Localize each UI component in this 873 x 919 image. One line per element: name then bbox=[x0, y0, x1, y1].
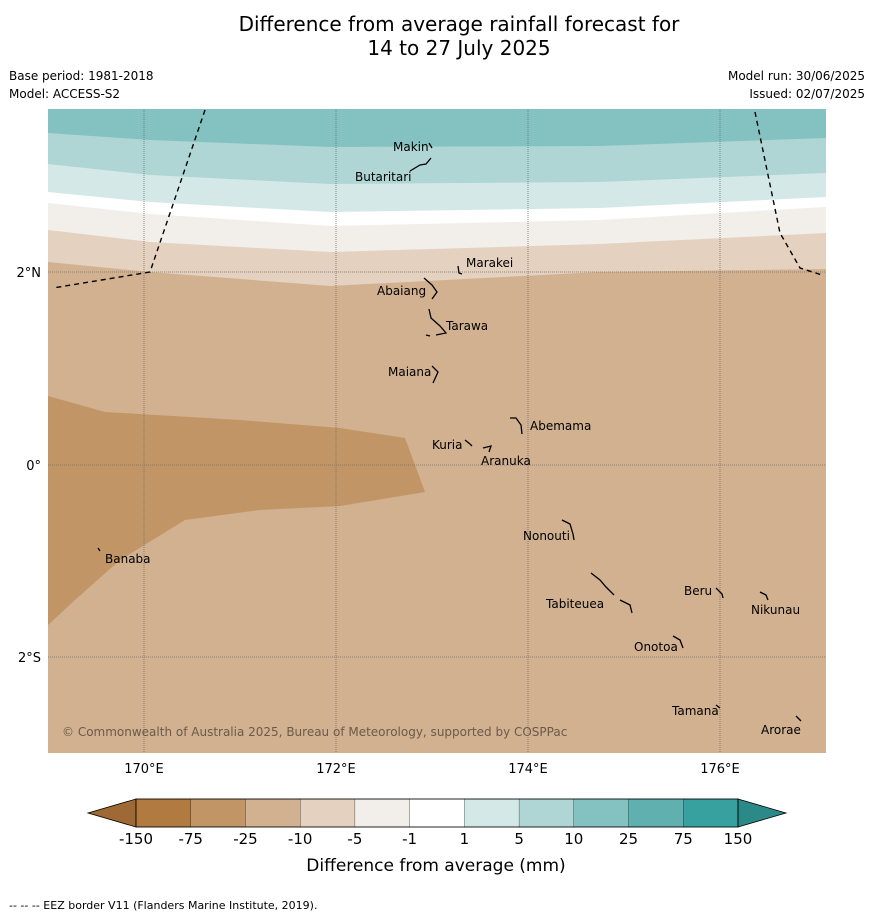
colorbar-under-arrow bbox=[86, 798, 137, 828]
colorbar-cell bbox=[464, 798, 520, 828]
meta-right: Model run: 30/06/2025 Issued: 02/07/2025 bbox=[728, 67, 865, 103]
label-abaiang: Abaiang bbox=[377, 284, 426, 298]
label-nikunau: Nikunau bbox=[751, 603, 800, 617]
island-tarawa-shape bbox=[425, 308, 448, 337]
label-marakei: Marakei bbox=[466, 256, 513, 270]
colorbar-cell bbox=[300, 798, 356, 828]
colorbar-cell bbox=[245, 798, 301, 828]
meta-left: Base period: 1981-2018 Model: ACCESS-S2 bbox=[9, 67, 154, 103]
island-nikunau-shape bbox=[759, 591, 769, 601]
island-nonouti-shape bbox=[561, 519, 575, 541]
label-kuria: Kuria bbox=[432, 438, 463, 452]
graticule bbox=[48, 109, 826, 753]
lon-label-174e: 174°E bbox=[508, 762, 548, 777]
title-line-1: Difference from average rainfall forecas… bbox=[238, 12, 680, 36]
colorbar-tick-label: -5 bbox=[347, 830, 362, 848]
eez-border bbox=[52, 109, 823, 289]
label-abemama: Abemama bbox=[530, 419, 591, 433]
island-banaba-shape bbox=[97, 547, 101, 552]
colorbar-tick-label: 150 bbox=[724, 830, 753, 848]
colorbar-cell bbox=[354, 798, 411, 828]
eez-footnote: -- -- -- EEZ border V11 (Flanders Marine… bbox=[9, 899, 318, 912]
islands bbox=[97, 142, 802, 722]
island-kuria-shape bbox=[464, 439, 473, 447]
colorbar-tick-label: -25 bbox=[233, 830, 258, 848]
longitude-labels: 170°E 172°E 174°E 176°E bbox=[124, 762, 740, 777]
label-aranuka: Aranuka bbox=[481, 454, 531, 468]
island-beru-shape bbox=[715, 587, 724, 599]
model-name: Model: ACCESS-S2 bbox=[9, 87, 121, 101]
issued-date: Issued: 02/07/2025 bbox=[749, 87, 865, 101]
label-banaba: Banaba bbox=[105, 552, 151, 566]
rainfall-field: Makin Butaritari Marakei Abaiang Tarawa … bbox=[48, 109, 826, 753]
island-butaritari-shape bbox=[409, 157, 432, 172]
island-abaiang-shape bbox=[423, 277, 438, 300]
colorbar-cell bbox=[409, 798, 466, 828]
colorbar-tick-label: 10 bbox=[564, 830, 583, 848]
colorbar-cell bbox=[190, 798, 247, 828]
colorbar-cell bbox=[628, 798, 684, 828]
colorbar-tick-label: 25 bbox=[619, 830, 638, 848]
colorbar-tick-label: -10 bbox=[288, 830, 313, 848]
island-marakei-shape bbox=[457, 265, 463, 275]
label-maiana: Maiana bbox=[388, 365, 431, 379]
colorbar-tick-label: 1 bbox=[460, 830, 470, 848]
lon-label-172e: 172°E bbox=[316, 762, 356, 777]
colorbar-cell bbox=[573, 798, 630, 828]
colorbar-cell bbox=[518, 798, 575, 828]
island-abemama-shape bbox=[510, 417, 523, 435]
island-onotoa-shape bbox=[672, 635, 684, 649]
label-tabiteuea: Tabiteuea bbox=[545, 597, 604, 611]
colorbar-cell bbox=[683, 798, 739, 828]
label-butaritari: Butaritari bbox=[355, 170, 412, 184]
title-line-2: 14 to 27 July 2025 bbox=[367, 36, 551, 60]
colorbar-tick-labels: -150 -75 -25 -10 -5 -1 1 5 10 25 75 150 bbox=[119, 830, 752, 848]
copyright-notice: © Commonwealth of Australia 2025, Bureau… bbox=[62, 725, 567, 739]
colorbar: -150 -75 -25 -10 -5 -1 1 5 10 25 75 150 Difference … bbox=[86, 798, 788, 876]
label-makin: Makin bbox=[393, 140, 429, 154]
colorbar-tick-label: 5 bbox=[514, 830, 524, 848]
label-tamana: Tamana bbox=[671, 704, 719, 718]
label-onotoa: Onotoa bbox=[634, 640, 678, 654]
colorbar-tick-label: -75 bbox=[178, 830, 203, 848]
lat-label-2s: 2°S bbox=[18, 651, 41, 666]
island-makin-shape bbox=[428, 142, 433, 149]
label-arorae: Arorae bbox=[761, 723, 801, 737]
band-wetter-10-25 bbox=[48, 109, 826, 147]
lon-label-170e: 170°E bbox=[124, 762, 164, 777]
colorbar-tick-label: 75 bbox=[674, 830, 693, 848]
colorbar-tick-label: -150 bbox=[119, 830, 153, 848]
island-tabiteuea-shape bbox=[590, 572, 633, 614]
label-beru: Beru bbox=[684, 584, 712, 598]
island-aranuka-shape bbox=[482, 445, 492, 453]
label-nonouti: Nonouti bbox=[523, 529, 570, 543]
lat-label-2n: 2°N bbox=[17, 266, 42, 281]
island-tamana-shape bbox=[715, 704, 721, 709]
island-arorae-shape bbox=[795, 715, 802, 722]
model-run: Model run: 30/06/2025 bbox=[727, 69, 865, 83]
region-drier-75-150 bbox=[48, 396, 425, 625]
latitude-labels: 2°N 0° 2°S bbox=[17, 266, 42, 666]
eez-line-west bbox=[52, 109, 206, 289]
colorbar-tick-label: -1 bbox=[402, 830, 417, 848]
label-tarawa: Tarawa bbox=[445, 319, 488, 333]
island-labels: Makin Butaritari Marakei Abaiang Tarawa … bbox=[105, 140, 801, 737]
colorbar-outline bbox=[135, 798, 739, 828]
lat-label-0: 0° bbox=[26, 459, 41, 474]
base-period: Base period: 1981-2018 bbox=[9, 69, 154, 83]
chart-title: Difference from average rainfall forecas… bbox=[0, 12, 873, 60]
colorbar-over-arrow bbox=[737, 798, 788, 828]
colorbar-cells bbox=[135, 798, 739, 828]
eez-line-east bbox=[754, 111, 823, 276]
island-maiana-shape bbox=[431, 365, 439, 384]
colorbar-cell bbox=[135, 798, 192, 828]
colorbar-title: Difference from average (mm) bbox=[306, 856, 565, 876]
lon-label-176e: 176°E bbox=[700, 762, 740, 777]
